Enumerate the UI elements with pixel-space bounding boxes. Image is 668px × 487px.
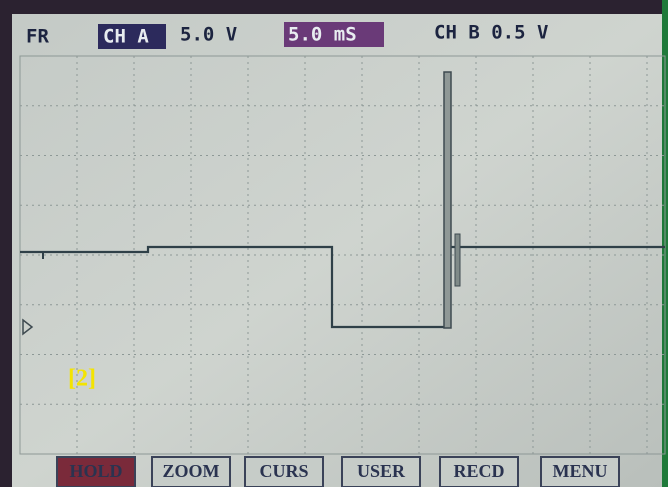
- mode-label: FR: [26, 26, 49, 48]
- softkey-label[interactable]: RECD: [453, 461, 504, 481]
- timebase: 5.0 mS: [288, 24, 357, 46]
- softkey-label[interactable]: CURS: [259, 461, 308, 481]
- channel-b: CH B 0.5 V: [434, 22, 548, 44]
- channel-a: CH A: [103, 26, 149, 48]
- lcd: [12, 14, 664, 487]
- softkey-label[interactable]: HOLD: [69, 461, 122, 481]
- figure-label: [2]: [68, 366, 96, 392]
- oscilloscope-screen: FR CH A 5.0 V 5.0 mS CH B 0.5 V [2] HOLD…: [0, 0, 668, 487]
- channel-a-scale: 5.0 V: [180, 24, 237, 46]
- spike: [444, 72, 451, 328]
- spike-ringing: [455, 234, 460, 286]
- softkey-label[interactable]: MENU: [553, 461, 608, 481]
- softkey-label[interactable]: ZOOM: [163, 461, 220, 481]
- softkey-label[interactable]: USER: [357, 461, 406, 481]
- oscilloscope-photo: FR CH A 5.0 V 5.0 mS CH B 0.5 V [2] HOLD…: [0, 0, 668, 487]
